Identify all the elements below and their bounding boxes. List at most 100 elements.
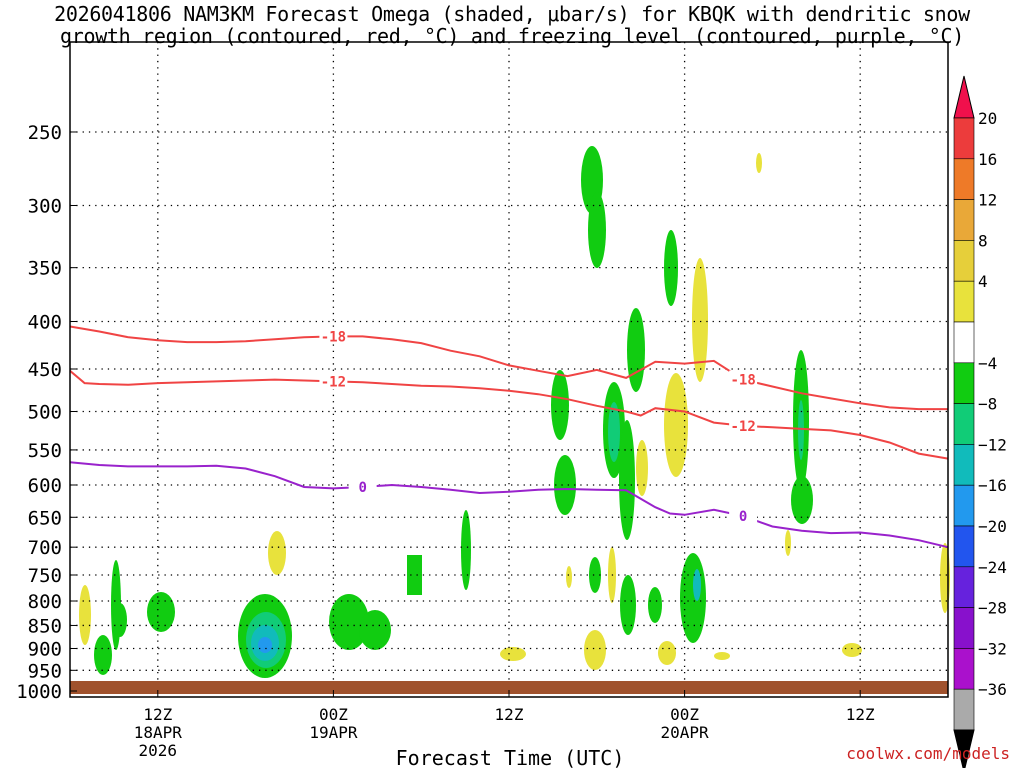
omega-region: [589, 557, 601, 593]
contour-label: 0: [358, 480, 366, 496]
x-tick-label: 12Z: [143, 705, 172, 724]
omega-region: [620, 575, 636, 635]
colorbar-label: 4: [978, 272, 988, 291]
omega-region: [608, 402, 620, 462]
y-tick-label: 350: [28, 258, 62, 280]
omega-region: [551, 370, 569, 440]
colorbar-label: −8: [978, 395, 997, 414]
omega-region: [113, 603, 127, 637]
colorbar-label: 20: [978, 109, 997, 128]
omega-region: [648, 587, 662, 623]
colorbar-label: −28: [978, 599, 1007, 618]
y-tick-label: 550: [28, 440, 62, 462]
chart-title-line1: 2026041806 NAM3KM Forecast Omega (shaded…: [54, 2, 970, 26]
source-credit: coolwx.com/models: [846, 744, 1010, 763]
omega-region: [500, 647, 526, 661]
omega-region: [79, 585, 91, 645]
contour-line: [69, 325, 948, 411]
colorbar-segment: [953, 75, 975, 119]
colorbar-segment: [953, 321, 975, 364]
omega-region: [407, 555, 422, 595]
y-tick-label: 300: [28, 196, 62, 218]
omega-region: [692, 258, 708, 382]
colorbar-segment: [953, 199, 975, 241]
omega-region: [619, 420, 635, 540]
colorbar: 20 16 12 8 4 −4 −8 −12 −16 −20 −24 −28 −32 −36: [953, 75, 1007, 768]
y-tick-label: 950: [28, 660, 62, 682]
colorbar-segment: [953, 158, 975, 200]
contour-label-bg: [729, 416, 758, 434]
omega-region: [680, 553, 706, 643]
contour-label-bg: [348, 478, 377, 496]
omega-region: [359, 610, 391, 650]
colorbar-segment: [953, 484, 975, 527]
colorbar-segment: [953, 729, 975, 768]
colorbar-label: 12: [978, 191, 997, 210]
colorbar-label: −24: [978, 558, 1007, 577]
omega-region: [693, 569, 701, 601]
y-tick-label: 400: [28, 312, 62, 334]
y-tick-label: 800: [28, 591, 62, 613]
omega-region: [94, 635, 112, 675]
x-tick-label: 2026: [139, 741, 178, 760]
omega-region: [756, 153, 762, 173]
omega-region: [714, 652, 730, 660]
contour-label-bg: [729, 507, 758, 525]
omega-region: [798, 400, 804, 460]
chart-title-line2: growth region (contoured, red, °C) and f…: [59, 24, 965, 48]
omega-region: [636, 440, 648, 496]
colorbar-segment: [953, 688, 975, 731]
y-tick-label: 700: [28, 537, 62, 559]
omega-region: [461, 510, 471, 590]
omega-region: [147, 592, 175, 632]
y-tick-label: 450: [28, 359, 62, 381]
colorbar-segment: [953, 403, 975, 445]
x-tick-label: 12Z: [495, 705, 524, 724]
omega-region: [664, 373, 688, 477]
colorbar-segment: [953, 607, 975, 649]
colorbar-label: 8: [978, 231, 988, 250]
colorbar-label: −36: [978, 680, 1007, 699]
y-tick-label: 750: [28, 565, 62, 587]
x-tick-label: 00Z: [319, 705, 348, 724]
omega-region: [588, 192, 606, 268]
colorbar-segment: [953, 525, 975, 568]
contour-label-bg: [729, 370, 758, 388]
colorbar-segment: [953, 444, 975, 486]
omega-region: [658, 641, 676, 665]
contour-lines: -18 -18 -12 -12 0 0: [69, 325, 949, 549]
y-tick-label: 650: [28, 507, 62, 529]
x-axis-label: Forecast Time (UTC): [396, 746, 625, 768]
contour-label-bg: [319, 372, 348, 390]
colorbar-segment: [953, 240, 975, 282]
omega-region: [329, 594, 369, 650]
contour-label: -12: [730, 419, 755, 435]
plot-frame: [69, 41, 949, 698]
omega-region: [584, 630, 606, 670]
colorbar-label: 16: [978, 150, 997, 169]
colorbar-segment: [953, 566, 975, 608]
contour-label: -18: [730, 373, 755, 389]
colorbar-label: −16: [978, 476, 1007, 495]
omega-region: [554, 455, 576, 515]
omega-region: [258, 637, 272, 653]
x-tick-label: 19APR: [309, 723, 358, 742]
colorbar-segment: [953, 280, 975, 323]
omega-region: [785, 530, 791, 556]
y-axis: 2503003504004505005506006507007508008509…: [16, 122, 77, 703]
contour-label: 0: [739, 509, 747, 525]
terrain-surface: [70, 681, 948, 694]
colorbar-segment: [953, 648, 975, 690]
y-tick-label: 1000: [16, 681, 62, 703]
colorbar-label: −4: [978, 354, 997, 373]
contour-label: -12: [321, 374, 346, 390]
omega-region: [268, 531, 286, 575]
contour-line: [69, 461, 949, 549]
contour-label: -18: [321, 329, 346, 345]
colorbar-label: −32: [978, 639, 1007, 658]
y-tick-label: 500: [28, 401, 62, 423]
y-tick-label: 900: [28, 639, 62, 661]
omega-region: [566, 566, 572, 588]
